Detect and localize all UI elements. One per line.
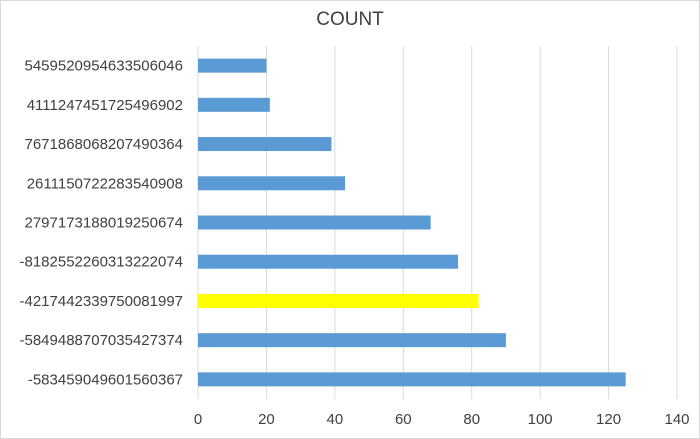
bar bbox=[198, 215, 431, 230]
bar bbox=[198, 293, 479, 308]
category-label: 7671868068207490364 bbox=[24, 136, 183, 153]
bar bbox=[198, 333, 506, 348]
category-label: -583459049601560367 bbox=[28, 371, 183, 388]
bar bbox=[198, 58, 267, 73]
category-label: -4217442339750081997 bbox=[20, 293, 184, 310]
x-tick-label: 40 bbox=[327, 411, 344, 428]
x-tick-label: 80 bbox=[463, 411, 480, 428]
bar bbox=[198, 254, 459, 269]
category-label: -8182552260313222074 bbox=[20, 254, 184, 271]
x-tick-label: 100 bbox=[528, 411, 553, 428]
x-tick-label: 140 bbox=[664, 411, 689, 428]
bar bbox=[198, 176, 346, 191]
bar bbox=[198, 137, 332, 152]
category-label: 2797173188019250674 bbox=[24, 215, 183, 232]
x-tick-label: 120 bbox=[596, 411, 621, 428]
x-tick-label: 20 bbox=[258, 411, 275, 428]
category-label: 2611150722283540908 bbox=[27, 175, 183, 192]
category-label: -5849488707035427374 bbox=[20, 332, 184, 349]
x-tick-label: 60 bbox=[395, 411, 412, 428]
category-label: 4111247451725496902 bbox=[27, 97, 183, 114]
bar bbox=[198, 372, 626, 387]
chart-title: COUNT bbox=[316, 9, 384, 30]
x-tick-label: 0 bbox=[194, 411, 202, 428]
bar bbox=[198, 97, 270, 112]
category-label: 5459520954633506046 bbox=[24, 58, 183, 75]
